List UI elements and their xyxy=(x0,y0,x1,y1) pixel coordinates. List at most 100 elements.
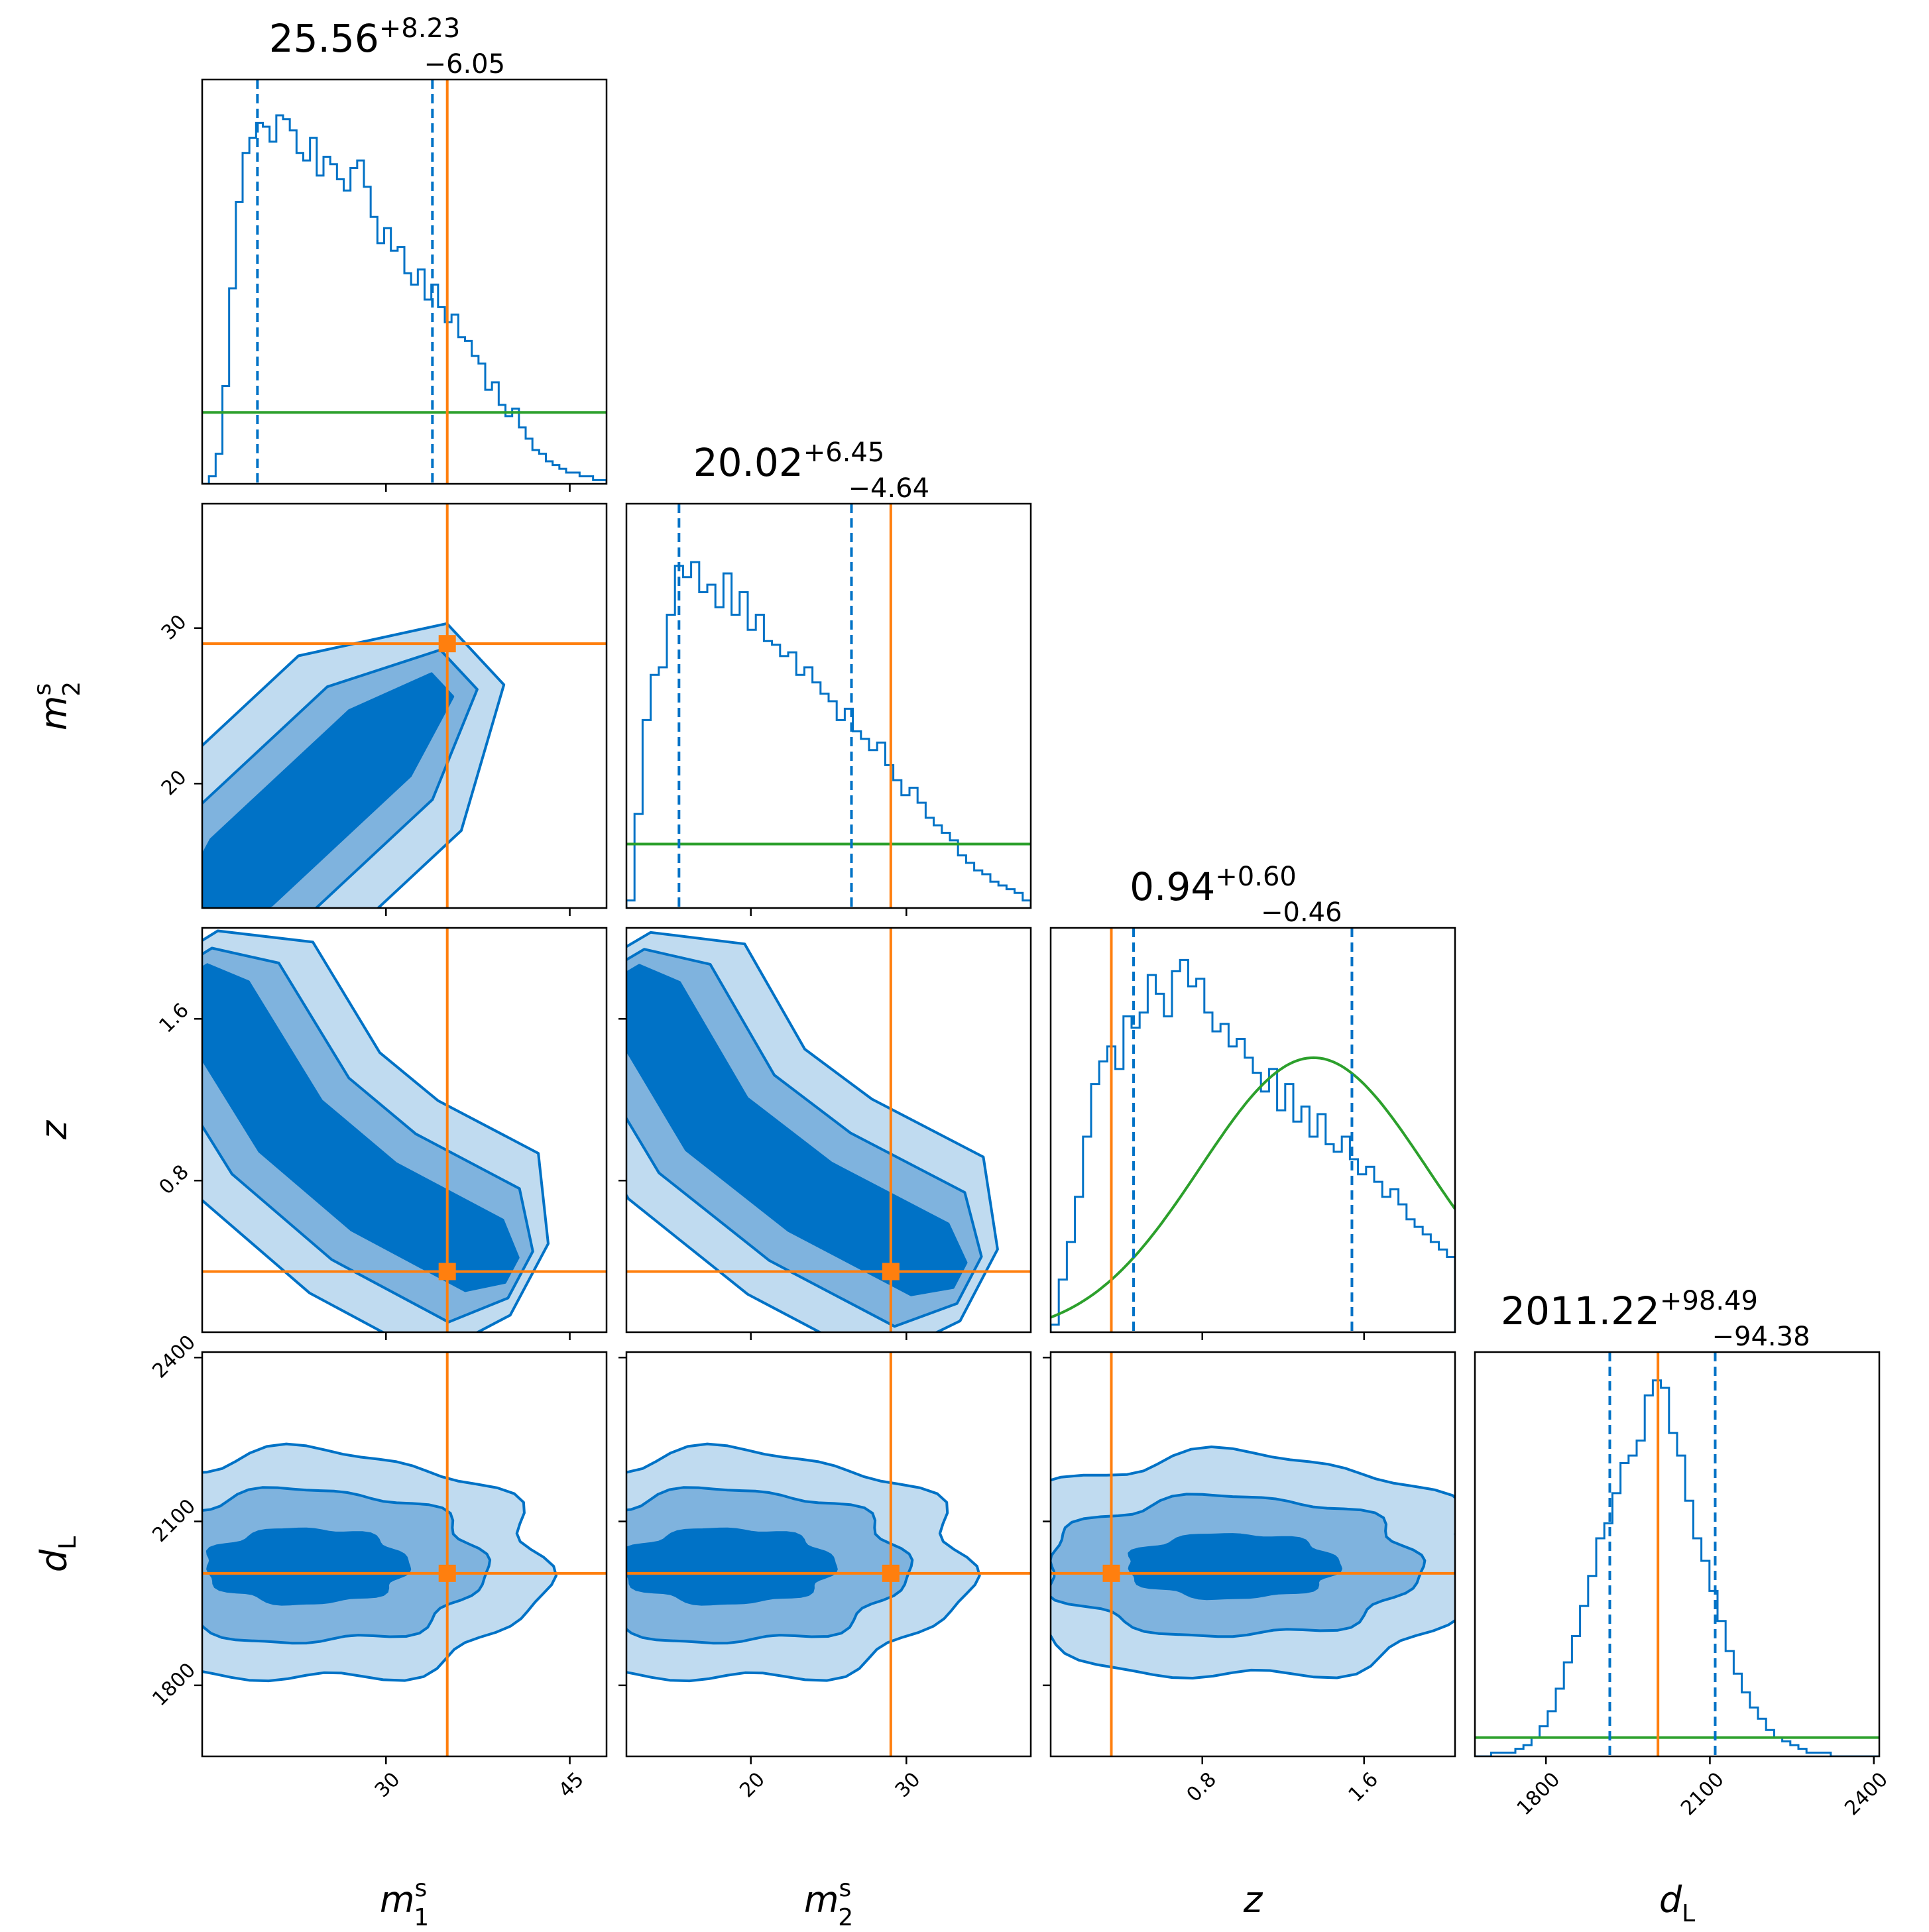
y-axis-label-dL: dL xyxy=(33,1536,82,1572)
x-tick-label-m2s: 30 xyxy=(891,1768,925,1802)
panel-frame-m1s xyxy=(201,78,608,485)
x-tick-label-m1s: 30 xyxy=(371,1768,405,1802)
panel-m2s-vs-m1s xyxy=(201,502,608,909)
label-subscript: L xyxy=(54,1536,82,1550)
panel-frame xyxy=(625,927,1032,1334)
panel-content xyxy=(202,1352,607,1756)
contour-level-1 xyxy=(205,1527,412,1606)
x-axis-label-m2s: ms 2 xyxy=(804,1875,853,1929)
panel-frame-dL xyxy=(1474,1351,1881,1758)
title-minus-m1s: −6.05 xyxy=(424,49,506,80)
diagonal-panel-z: 0.94+0.60−0.46 xyxy=(1049,862,1456,1334)
title-value: 20.02 xyxy=(693,440,803,485)
panel-dL-vs-m2s xyxy=(625,1351,1032,1758)
panel-frame xyxy=(201,1351,608,1758)
x-tick-label-m2s: 20 xyxy=(735,1768,770,1802)
y-tick-label-m2s: 30 xyxy=(157,610,192,645)
contour-level-1 xyxy=(1128,1533,1342,1601)
title-minus-m2s: −4.64 xyxy=(848,473,930,504)
panel-content xyxy=(1051,1352,1455,1756)
contour-level-1 xyxy=(626,1527,838,1606)
panel-frame-m2s xyxy=(625,502,1032,909)
panel-title-m1s: 25.56+8.23 xyxy=(269,13,461,61)
diagonal-content-m1s xyxy=(202,80,607,484)
x-axis-label-dL: dL xyxy=(1659,1879,1695,1927)
diagonal-panel-m1s: 25.56+8.23−6.05 xyxy=(201,13,608,485)
panel-title-z: 0.94+0.60 xyxy=(1130,862,1297,909)
y-tick-label-dL: 1800 xyxy=(148,1658,200,1711)
histogram-z xyxy=(1051,958,1455,1332)
y-axis-label-m2s: ms2 xyxy=(29,681,86,730)
panel-frame xyxy=(201,927,608,1334)
x-tick-label-z: 0.8 xyxy=(1183,1768,1221,1806)
truth-marker xyxy=(438,635,456,653)
panel-dL-vs-z xyxy=(1049,1351,1456,1758)
label-symbol: d xyxy=(1659,1879,1682,1921)
x-tick-label-dL: 2100 xyxy=(1676,1768,1729,1820)
panel-title-dL: 2011.22+98.49 xyxy=(1501,1286,1758,1334)
histogram-m2s xyxy=(626,561,1031,908)
diagonal-content-z xyxy=(1051,928,1455,1332)
label-symbol: m xyxy=(804,1879,839,1921)
title-value: 0.94 xyxy=(1130,864,1215,909)
histogram-dL xyxy=(1475,1379,1879,1756)
x-axis-label-z: z xyxy=(1243,1879,1263,1921)
panel-content xyxy=(626,928,1031,1332)
x-axis-label-m1s: ms 1 xyxy=(380,1875,429,1929)
label-superscript: s xyxy=(414,1875,427,1902)
panel-frame xyxy=(625,1351,1032,1758)
diagonal-content-dL xyxy=(1475,1352,1879,1756)
title-plus: +98.49 xyxy=(1660,1286,1758,1316)
title-minus-dL: −94.38 xyxy=(1712,1322,1810,1352)
contour-level-1 xyxy=(626,964,968,1296)
title-value: 2011.22 xyxy=(1501,1288,1660,1334)
label-subscript: 1 xyxy=(414,1904,429,1929)
panel-title-m2s: 20.02+6.45 xyxy=(693,437,885,485)
diagonal-panel-dL: 2011.22+98.49−94.38 xyxy=(1474,1286,1881,1758)
y-tick-label-z: 1.6 xyxy=(154,999,193,1037)
label-subscript: L xyxy=(1682,1900,1695,1927)
title-minus-z: −0.46 xyxy=(1261,897,1342,928)
x-tick-label-dL: 1800 xyxy=(1513,1768,1565,1820)
y-tick-label-m2s: 20 xyxy=(157,766,192,800)
panel-content xyxy=(626,1352,1031,1756)
label-superscript: s xyxy=(29,683,56,696)
title-plus: +6.45 xyxy=(803,437,885,468)
x-tick-label-m1s: 45 xyxy=(554,1768,589,1802)
truth-marker xyxy=(1102,1564,1120,1582)
truth-marker xyxy=(882,1263,900,1280)
truth-marker xyxy=(438,1564,456,1582)
panel-z-vs-m1s xyxy=(201,927,608,1334)
x-tick-label-z: 1.6 xyxy=(1344,1768,1383,1806)
x-tick-label-dL: 2400 xyxy=(1840,1768,1893,1820)
label-symbol: m xyxy=(33,696,75,731)
label-symbol: z xyxy=(1243,1879,1263,1921)
panel-content xyxy=(202,928,607,1332)
prior-curve-z xyxy=(1051,1056,1455,1319)
label-symbol: z xyxy=(33,1119,75,1140)
y-tick-label-dL: 2400 xyxy=(148,1331,200,1383)
contour-level-1 xyxy=(202,672,455,908)
title-plus: +0.60 xyxy=(1215,862,1297,892)
panel-frame xyxy=(1049,1351,1456,1758)
label-symbol: d xyxy=(33,1549,75,1572)
title-plus: +8.23 xyxy=(379,13,461,44)
histogram-m1s xyxy=(202,114,607,484)
label-subscript: 2 xyxy=(58,681,86,697)
y-tick-label-dL: 2100 xyxy=(148,1495,200,1547)
truth-marker xyxy=(438,1263,456,1280)
label-superscript: s xyxy=(839,1875,851,1902)
contour-level-1 xyxy=(202,963,520,1292)
panel-content xyxy=(202,504,607,908)
label-symbol: m xyxy=(380,1879,415,1921)
truth-marker xyxy=(882,1564,900,1582)
panel-dL-vs-m1s xyxy=(201,1351,608,1758)
diagonal-content-m2s xyxy=(626,504,1031,908)
label-subscript: 2 xyxy=(838,1904,853,1929)
y-tick-label-z: 0.8 xyxy=(154,1161,193,1199)
panel-frame xyxy=(201,502,608,909)
title-value: 25.56 xyxy=(269,16,379,61)
diagonal-panel-m2s: 20.02+6.45−4.64 xyxy=(625,437,1032,909)
